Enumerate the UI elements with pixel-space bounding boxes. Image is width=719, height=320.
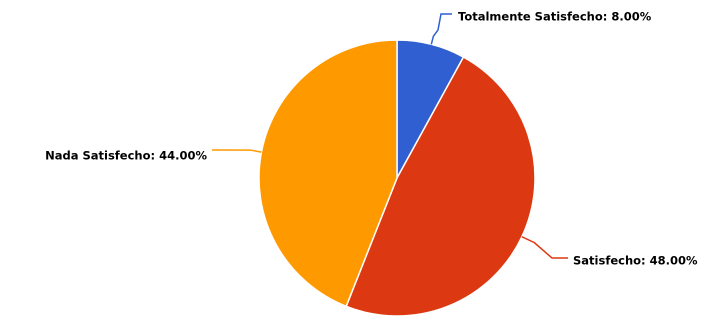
data-label-nada-satisfecho: Nada Satisfecho: 44.00%: [45, 149, 207, 163]
pie-slice-nada-satisfecho: [258, 39, 398, 308]
label-connectors: [212, 13, 568, 259]
data-label-satisfecho: Satisfecho: 48.00%: [573, 254, 698, 268]
data-labels: Totalmente Satisfecho: 8.00% Satisfecho: …: [45, 10, 698, 268]
connector-line: [521, 236, 568, 259]
connector-line: [430, 13, 452, 45]
connector-line: [212, 149, 262, 153]
pie-slice-satisfecho: [345, 56, 536, 317]
pie-slices: [258, 39, 536, 317]
data-label-totalmente-satisfecho: Totalmente Satisfecho: 8.00%: [458, 10, 652, 24]
